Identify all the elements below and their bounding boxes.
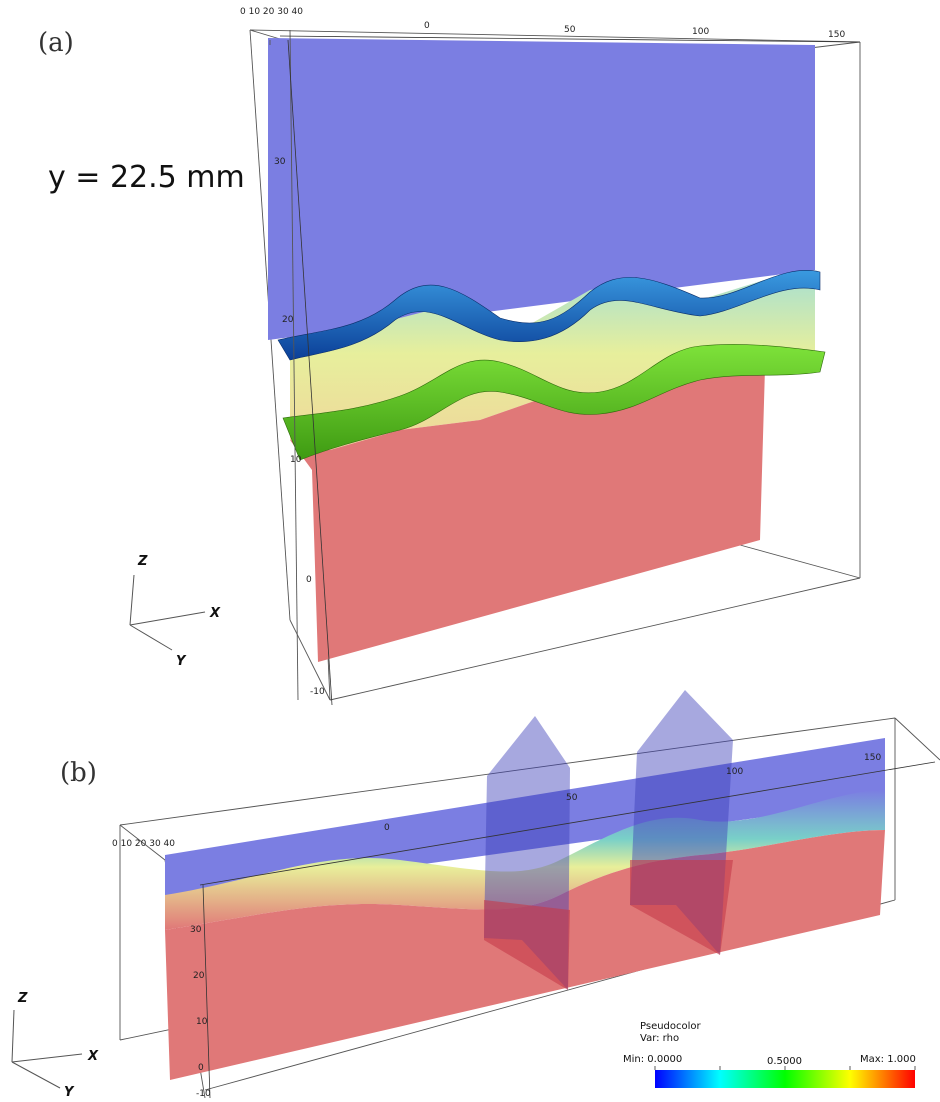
panel-b-slice-2 xyxy=(630,690,733,955)
panel-b-z-tick: -10 xyxy=(196,1089,211,1098)
legend-var: Var: rho xyxy=(640,1033,679,1044)
panel-a-x-tick: 0 xyxy=(424,21,430,31)
panel-a-z-tick: -10 xyxy=(310,687,325,697)
panel-a-z-tick: 0 xyxy=(306,575,312,585)
panel-a-x-tick: 100 xyxy=(692,27,709,37)
legend-colorbar xyxy=(655,1070,915,1088)
panel-a-x-tick: 50 xyxy=(564,25,576,35)
panel-b-z-tick: 30 xyxy=(190,925,202,935)
axis-x-label: X xyxy=(209,606,221,621)
panel-b-z-tick: 0 xyxy=(198,1063,204,1073)
panel-a-z-axis: 30 20 10 0 -10 xyxy=(274,39,333,706)
pseudocolor-legend: Pseudocolor Var: rho Min: 0.0000 0.5000 … xyxy=(623,1021,916,1088)
panel-a-z-tick: 10 xyxy=(290,455,302,465)
panel-b-slice-1 xyxy=(484,716,570,990)
legend-max: Max: 1.000 xyxy=(860,1054,916,1065)
axis-y-label: Y xyxy=(64,1085,75,1098)
panel-b-x-tick: 0 xyxy=(384,823,390,833)
panel-a-heavy-fluid xyxy=(290,368,765,662)
panel-a-x-axis: 0 50 100 150 0 10 20 30 40 xyxy=(240,7,861,43)
panel-b-label: (b) xyxy=(60,758,97,788)
axis-x-label: X xyxy=(87,1049,99,1064)
panel-b-z-axis: 30 20 10 0 -10 xyxy=(190,884,211,1099)
panel-b-axis-triad: Z X Y xyxy=(11,991,99,1100)
panel-b-view: 0 50 100 150 0 10 20 30 40 30 20 10 0 -1… xyxy=(11,690,940,1100)
panel-b-x-tick: 150 xyxy=(864,753,881,763)
legend-min: Min: 0.0000 xyxy=(623,1054,682,1065)
panel-b-mixing-layer xyxy=(165,790,885,930)
panel-b-z-tick: 10 xyxy=(196,1017,208,1027)
axis-y-label: Y xyxy=(176,654,187,669)
panel-a-z-tick: 20 xyxy=(282,315,294,325)
panel-b-x-axis: 0 50 100 150 0 10 20 30 40 xyxy=(112,753,936,886)
legend-mid: 0.5000 xyxy=(767,1056,802,1067)
panel-a-light-fluid xyxy=(268,38,815,340)
panel-b-x-tick: 100 xyxy=(726,767,743,777)
panel-a-annotation: y = 22.5 mm xyxy=(48,160,245,195)
panel-a-view: 0 50 100 150 0 10 20 30 40 30 20 10 0 -1… xyxy=(129,7,861,706)
panel-b-z-tick: 20 xyxy=(193,971,205,981)
panel-a-label: (a) xyxy=(38,28,74,58)
panel-a-x-tick: 150 xyxy=(828,30,845,40)
axis-z-label: Z xyxy=(17,991,28,1006)
panel-a-upper-isosurface xyxy=(277,270,821,361)
panel-a-z-tick: 30 xyxy=(274,157,286,167)
panel-a-lower-isosurface xyxy=(282,344,826,461)
panel-a-corner-ticks: 0 10 20 30 40 xyxy=(240,7,303,17)
panel-b-x-tick: 50 xyxy=(566,793,578,803)
panel-a-axis-triad: Z X Y xyxy=(129,554,221,669)
axis-z-label: Z xyxy=(137,554,148,569)
legend-title: Pseudocolor xyxy=(640,1021,702,1032)
panel-b-corner-ticks: 0 10 20 30 40 xyxy=(112,839,175,849)
